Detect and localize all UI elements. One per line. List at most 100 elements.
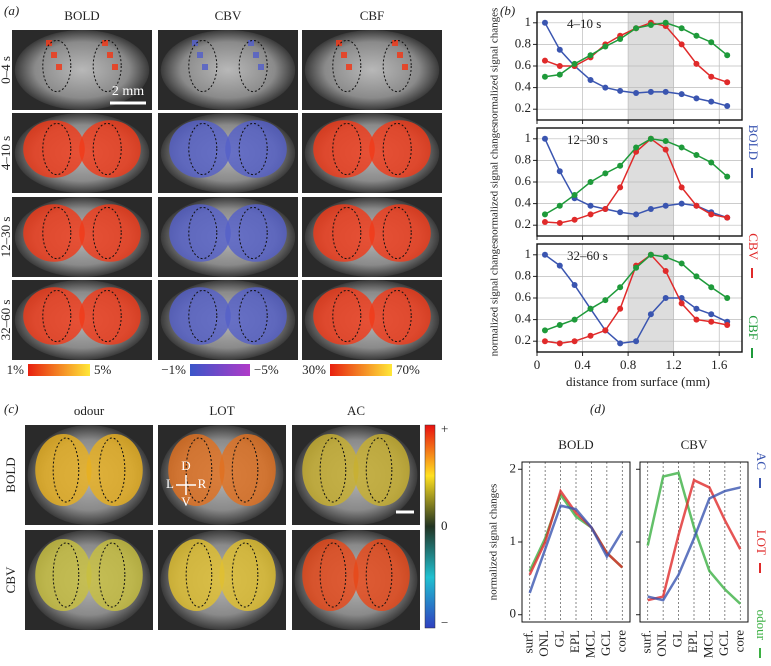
data-point [708,159,715,166]
data-point [541,19,548,26]
layer-outline [92,289,122,343]
y-tick-label: 1 [510,533,517,548]
activation [369,120,431,178]
data-point [617,284,624,291]
activation [46,40,52,46]
data-point [708,311,715,318]
data-point [571,60,578,67]
data-point [541,73,548,80]
layer-outline [332,39,362,93]
activation [23,287,85,345]
data-point [541,251,548,258]
data-point [617,87,624,94]
column-label: odour [74,403,105,418]
data-point [693,273,700,280]
brain-image [304,30,440,110]
data-point [662,253,669,260]
activation [248,40,254,46]
data-point [662,137,669,144]
layer-outline [98,437,126,503]
layer-outline [365,437,393,503]
data-point [724,102,731,109]
series-line [647,478,742,602]
legend-label: odour [754,610,769,641]
activation [169,204,231,262]
layer-outline [98,542,126,608]
data-point [556,220,563,227]
activation [392,40,398,46]
layer-outline [185,542,213,608]
x-tick-label: 0 [534,357,541,372]
activation [202,64,208,70]
activation [192,40,198,46]
plot-frame [536,127,743,237]
colorbar [424,424,436,629]
data-point [633,90,640,96]
layer-outline [365,542,393,608]
layer-outline [231,542,259,608]
activation [23,204,85,262]
colorbar-label: 5% [94,362,112,377]
layer-outline [382,122,412,176]
data-point [571,338,578,345]
data-point [633,338,640,345]
panel-label: (b) [500,3,515,18]
layer-outline [332,289,362,343]
legend-label: AC [754,452,769,470]
y-tick-label: 0.2 [515,100,531,115]
layer-outline [319,437,347,503]
data-point [587,202,594,209]
data-point [571,216,578,223]
activation [35,434,92,506]
data-point [693,305,700,312]
layer-outline [42,206,72,260]
colorbar-label: − [441,615,448,630]
activation [219,434,276,506]
layer-outline [238,206,268,260]
scale-bar-label: 2 mm [112,84,144,99]
data-point [724,214,731,221]
y-tick-label: 1 [525,130,532,145]
activation [353,434,410,506]
x-tick-label: MCL [700,630,715,658]
y-tick-label: 0 [510,606,517,621]
x-tick-label: GL [552,630,567,647]
x-tick-label: EPL [567,630,582,653]
y-tick-label: 0.6 [515,57,532,72]
data-point [678,200,685,207]
data-point [587,211,594,218]
layer-outline [188,122,218,176]
activation [302,539,359,611]
data-point [693,202,700,209]
y-tick-label: 0.8 [515,267,531,282]
series-line [528,504,624,594]
x-tick-label: ONL [654,630,669,657]
row-label: 12–30 s [0,217,13,258]
data-point [541,338,548,345]
activation [51,52,57,58]
data-point [587,179,594,185]
x-tick-label: 0.8 [620,357,636,372]
colorbar-label: 0 [441,518,448,533]
x-axis-label: distance from surface (mm) [566,374,710,389]
layer-outline [188,206,218,260]
activation [168,434,225,506]
chart-title: BOLD [558,437,593,452]
data-point [693,60,700,67]
activation [168,539,225,611]
y-tick-label: 0.4 [515,195,532,210]
data-point [693,95,700,102]
activation [346,64,352,70]
activation [79,120,141,178]
layer-outline [42,122,72,176]
data-point [571,316,578,323]
data-point [602,327,609,334]
data-point [708,39,715,46]
column-label: AC [347,403,365,418]
layer-outline [92,206,122,260]
y-tick-label: 0.4 [515,311,532,326]
data-point [708,98,715,105]
y-axis-label: normalized signal changes [489,240,501,357]
column-label: CBF [360,8,385,23]
